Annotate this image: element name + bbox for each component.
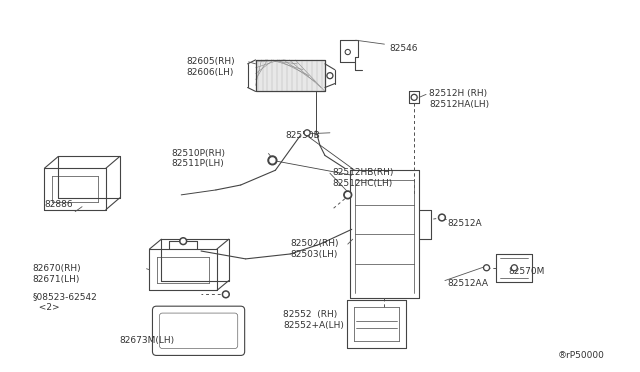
- Circle shape: [344, 191, 352, 199]
- Circle shape: [412, 94, 417, 100]
- Text: 82550B: 82550B: [285, 131, 320, 140]
- Circle shape: [327, 73, 333, 78]
- Text: 82512HC(LH): 82512HC(LH): [332, 179, 392, 188]
- Text: 82512HB(RH): 82512HB(RH): [332, 168, 393, 177]
- Circle shape: [346, 51, 349, 54]
- Circle shape: [304, 130, 310, 136]
- Text: ®rP50000: ®rP50000: [558, 352, 605, 360]
- Polygon shape: [255, 60, 325, 92]
- Circle shape: [511, 265, 517, 271]
- Text: 82502(RH): 82502(RH): [291, 239, 339, 248]
- Circle shape: [513, 266, 516, 269]
- FancyBboxPatch shape: [159, 313, 237, 349]
- Circle shape: [268, 156, 277, 165]
- Circle shape: [346, 193, 350, 197]
- Text: 82512A: 82512A: [447, 219, 481, 228]
- Circle shape: [270, 158, 275, 163]
- Text: 82512HA(LH): 82512HA(LH): [429, 100, 489, 109]
- Circle shape: [181, 239, 185, 243]
- Circle shape: [222, 291, 229, 298]
- FancyBboxPatch shape: [152, 306, 244, 355]
- Text: 82512AA: 82512AA: [447, 279, 488, 288]
- Text: 82546: 82546: [389, 44, 418, 53]
- Text: 82606(LH): 82606(LH): [186, 68, 234, 77]
- Circle shape: [224, 292, 228, 296]
- Circle shape: [328, 74, 332, 77]
- Circle shape: [180, 238, 187, 245]
- Circle shape: [440, 216, 444, 219]
- Circle shape: [484, 265, 490, 271]
- Text: 82671(LH): 82671(LH): [33, 275, 80, 284]
- Text: 82570M: 82570M: [508, 267, 545, 276]
- Text: 82512H (RH): 82512H (RH): [429, 89, 487, 99]
- Circle shape: [485, 266, 488, 269]
- Circle shape: [305, 131, 308, 134]
- Circle shape: [438, 214, 445, 221]
- Text: 82503(LH): 82503(LH): [291, 250, 338, 259]
- Circle shape: [345, 49, 350, 54]
- Text: §08523-62542: §08523-62542: [33, 292, 97, 301]
- Text: 82886: 82886: [44, 200, 73, 209]
- Text: 82670(RH): 82670(RH): [33, 264, 81, 273]
- Text: <2>: <2>: [33, 303, 59, 312]
- Text: 82552  (RH): 82552 (RH): [284, 310, 337, 319]
- Text: 82511P(LH): 82511P(LH): [172, 160, 224, 169]
- Text: 82552+A(LH): 82552+A(LH): [284, 321, 344, 330]
- Text: 82673M(LH): 82673M(LH): [120, 336, 175, 345]
- Text: 82510P(RH): 82510P(RH): [172, 148, 225, 158]
- Text: 82605(RH): 82605(RH): [186, 57, 235, 66]
- Circle shape: [413, 96, 416, 99]
